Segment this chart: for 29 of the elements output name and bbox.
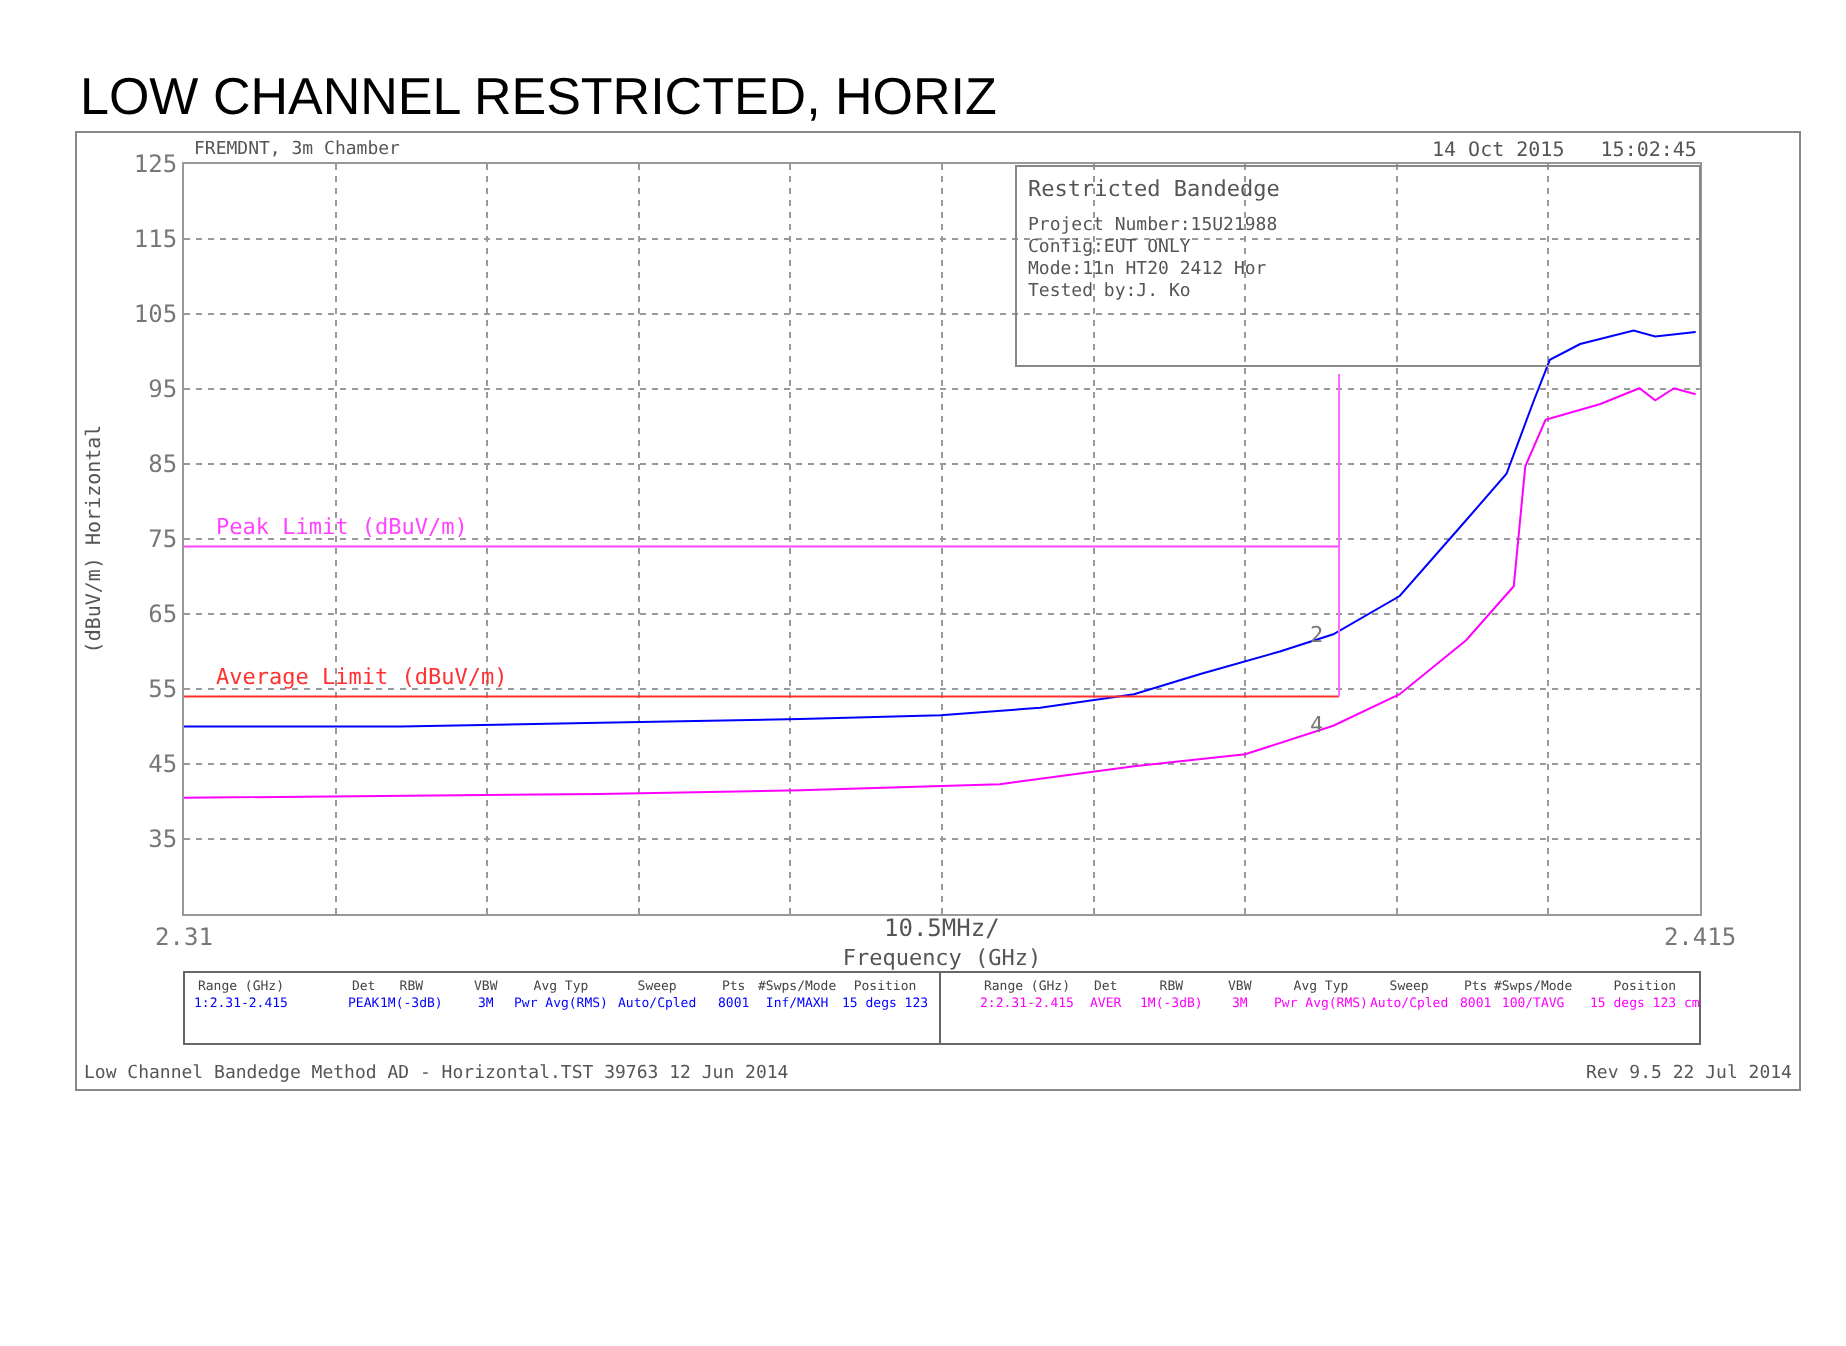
series-label: Peak Limit (dBuV/m) [216,514,468,540]
x-tick-label: 2.31 [155,922,213,951]
annotation: Project Number:15U21988 [1028,216,1278,236]
y-tick-label: 75 [148,525,178,554]
x-axis-title: Frequency (GHz) [842,945,1042,972]
annotation: Restricted Bandedge [1028,176,1280,202]
y-tick-label: 85 [148,450,178,479]
series-label: Average Limit (dBuV/m) [216,664,508,690]
annotation: Config:EUT ONLY [1028,238,1192,258]
annotation: Mode:11n HT20 2412 Hor [1028,260,1268,280]
y-tick-label: 55 [148,675,178,704]
text: Rev 9.5 22 Jul 2014 [1586,1064,1792,1084]
y-tick-label: 65 [148,600,178,629]
text: Low Channel Bandedge Method AD - Horizontal.TST 39763 12 Jun 2014 [84,1064,789,1084]
y-tick-label: 95 [148,375,178,404]
chart-title: LOW CHANNEL RESTRICTED, HORIZ [80,66,998,127]
y-tick-label: 125 [133,150,178,179]
x-tick-label: 2.415 [1663,922,1737,951]
annotation: Tested by:J. Ko [1028,282,1191,302]
y-tick-label: 45 [148,750,178,779]
y-axis-title: (dBuV/m) Horizontal [83,424,106,654]
y-tick-label: 105 [133,300,178,329]
annotation: 10.5MHz/ [884,914,1000,942]
y-tick-label: 35 [148,825,178,854]
line-series [184,329,1697,728]
line-series [184,387,1697,799]
y-tick-label: 115 [133,225,178,254]
text: FREMDNT, 3m Chamber [194,140,402,160]
text: 14 Oct 2015 15:02:45 [1432,140,1697,162]
